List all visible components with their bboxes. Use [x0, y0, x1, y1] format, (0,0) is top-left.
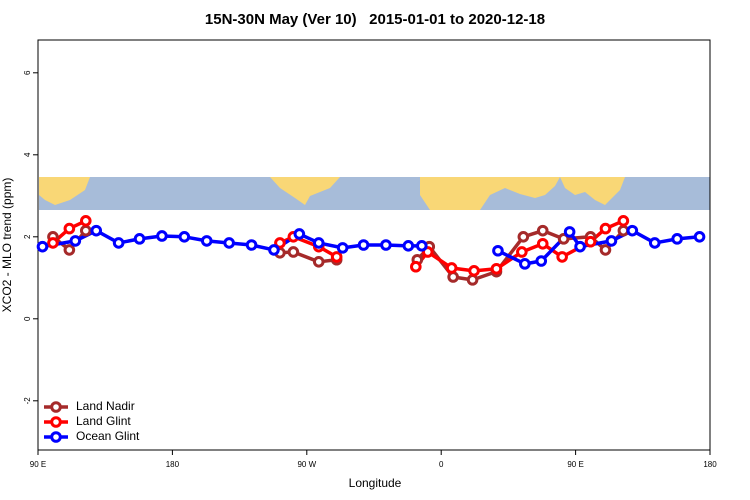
marker: [268, 244, 280, 256]
marker: [536, 237, 549, 250]
marker: [556, 251, 568, 263]
marker: [287, 246, 300, 258]
marker: [671, 233, 683, 245]
marker: [468, 265, 480, 277]
marker: [535, 255, 548, 267]
marker: [516, 246, 528, 258]
marker: [133, 233, 146, 245]
legend-marker: [50, 431, 62, 443]
x-tick-label: 180: [703, 460, 717, 469]
marker: [47, 237, 59, 249]
marker: [536, 224, 549, 237]
marker: [380, 239, 392, 251]
x-tick-label: 90 E: [567, 460, 583, 469]
marker: [63, 222, 76, 235]
marker: [336, 242, 349, 254]
legend-label: Ocean Glint: [76, 429, 140, 443]
y-axis-label: XCO2 - MLO trend (ppm): [0, 178, 14, 313]
marker: [574, 240, 586, 253]
marker: [563, 226, 576, 238]
x-tick-label: 90 E: [30, 460, 46, 469]
x-tick-label: 180: [166, 460, 180, 469]
marker: [200, 235, 213, 247]
marker: [245, 239, 258, 251]
legend-label: Land Nadir: [76, 399, 135, 413]
marker: [79, 215, 92, 227]
marker: [36, 240, 49, 253]
legend-marker: [50, 416, 62, 428]
marker: [69, 235, 82, 247]
marker: [557, 233, 570, 245]
y-tick-label: -2: [23, 397, 32, 405]
marker: [584, 235, 597, 248]
marker: [79, 224, 92, 237]
marker: [112, 237, 125, 249]
marker: [63, 244, 76, 256]
marker: [156, 230, 168, 242]
marker: [466, 274, 479, 286]
marker: [357, 239, 370, 251]
legend-label: Land Glint: [76, 414, 131, 428]
marker: [445, 262, 458, 274]
y-tick-label: 6: [23, 70, 32, 75]
marker: [490, 262, 503, 275]
marker: [519, 258, 531, 270]
marker: [617, 215, 630, 227]
marker: [330, 251, 343, 263]
marker: [599, 244, 612, 256]
marker: [492, 244, 504, 257]
marker: [415, 240, 428, 252]
marker: [617, 224, 630, 237]
y-tick-label: 4: [23, 152, 32, 157]
marker: [402, 240, 415, 252]
x-tick-label: 0: [439, 460, 444, 469]
marker: [517, 231, 530, 243]
marker: [90, 224, 103, 237]
marker: [274, 237, 286, 249]
marker: [312, 256, 325, 268]
marker: [648, 237, 661, 249]
marker: [599, 222, 612, 235]
marker: [293, 228, 306, 240]
legend-marker: [50, 401, 62, 413]
marker: [178, 231, 191, 243]
y-tick-label: 0: [23, 316, 32, 321]
map-band: [39, 177, 710, 210]
marker: [410, 260, 422, 273]
marker: [447, 271, 459, 283]
x-axis-label: Longitude: [349, 476, 402, 490]
marker: [626, 224, 639, 237]
marker: [605, 235, 618, 247]
chart-title: 15N-30N May (Ver 10) 2015-01-01 to 2020-…: [205, 11, 545, 28]
marker: [693, 231, 706, 243]
y-tick-label: 2: [23, 234, 32, 239]
marker: [223, 237, 235, 249]
x-tick-label: 90 W: [297, 460, 316, 469]
marker: [312, 237, 325, 249]
